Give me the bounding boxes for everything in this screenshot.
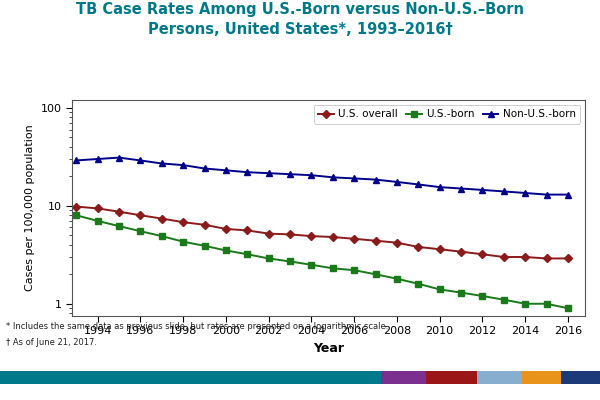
U.S. overall bbox=[543, 256, 550, 261]
U.S. overall bbox=[329, 234, 337, 239]
Non-U.S.-born bbox=[179, 163, 187, 168]
Text: † As of June 21, 2017.: † As of June 21, 2017. bbox=[6, 338, 97, 347]
U.S. overall bbox=[223, 226, 230, 231]
U.S. overall bbox=[565, 256, 572, 261]
Non-U.S.-born bbox=[265, 171, 272, 176]
U.S. overall bbox=[394, 240, 401, 245]
U.S. overall bbox=[265, 231, 272, 236]
Non-U.S.-born bbox=[350, 176, 358, 181]
Line: U.S. overall: U.S. overall bbox=[73, 204, 571, 261]
Non-U.S.-born bbox=[94, 157, 101, 162]
U.S.-born bbox=[372, 272, 379, 277]
U.S. overall bbox=[244, 228, 251, 233]
Non-U.S.-born bbox=[158, 161, 166, 166]
U.S.-born bbox=[308, 262, 315, 267]
U.S. overall bbox=[350, 236, 358, 241]
Non-U.S.-born bbox=[543, 192, 550, 197]
U.S.-born bbox=[394, 276, 401, 281]
U.S.-born bbox=[115, 224, 122, 228]
Non-U.S.-born bbox=[201, 166, 208, 171]
U.S. overall bbox=[115, 209, 122, 214]
U.S.-born bbox=[350, 268, 358, 272]
U.S. overall bbox=[286, 232, 293, 237]
Non-U.S.-born bbox=[329, 175, 337, 180]
Non-U.S.-born bbox=[73, 158, 80, 163]
U.S.-born bbox=[543, 301, 550, 306]
Y-axis label: Cases per 100,000 population: Cases per 100,000 population bbox=[25, 125, 35, 291]
U.S.-born bbox=[73, 213, 80, 218]
Non-U.S.-born bbox=[115, 155, 122, 160]
Non-U.S.-born bbox=[372, 177, 379, 182]
Non-U.S.-born bbox=[244, 170, 251, 175]
U.S. overall bbox=[179, 220, 187, 224]
U.S. overall bbox=[457, 249, 464, 254]
U.S.-born bbox=[265, 256, 272, 261]
U.S.-born bbox=[94, 218, 101, 223]
U.S.-born bbox=[565, 306, 572, 311]
Non-U.S.-born bbox=[137, 158, 144, 163]
Non-U.S.-born bbox=[500, 189, 508, 194]
Non-U.S.-born bbox=[223, 168, 230, 173]
U.S.-born bbox=[244, 252, 251, 257]
Legend: U.S. overall, U.S.-born, Non-U.S.-born: U.S. overall, U.S.-born, Non-U.S.-born bbox=[314, 105, 580, 124]
Non-U.S.-born bbox=[394, 180, 401, 184]
Non-U.S.-born bbox=[521, 190, 529, 195]
U.S.-born bbox=[286, 259, 293, 264]
U.S. overall bbox=[158, 216, 166, 221]
Text: * Includes the same data as previous slide, but rates are presented on a logarit: * Includes the same data as previous sli… bbox=[6, 322, 388, 331]
U.S. overall bbox=[479, 252, 486, 257]
U.S.-born bbox=[457, 290, 464, 295]
U.S. overall bbox=[372, 238, 379, 243]
Line: U.S.-born: U.S.-born bbox=[73, 212, 571, 311]
U.S.-born bbox=[158, 234, 166, 238]
Non-U.S.-born bbox=[436, 185, 443, 190]
U.S.-born bbox=[415, 281, 422, 286]
U.S.-born bbox=[223, 248, 230, 253]
U.S.-born bbox=[521, 301, 529, 306]
U.S. overall bbox=[308, 234, 315, 238]
U.S.-born bbox=[436, 287, 443, 292]
U.S. overall bbox=[94, 206, 101, 211]
U.S. overall bbox=[415, 244, 422, 249]
Text: TB Case Rates Among U.S.-Born versus Non-U.S.–Born: TB Case Rates Among U.S.-Born versus Non… bbox=[76, 2, 524, 17]
U.S.-born bbox=[329, 266, 337, 271]
Non-U.S.-born bbox=[308, 173, 315, 178]
U.S. overall bbox=[201, 222, 208, 227]
U.S. overall bbox=[137, 213, 144, 218]
U.S. overall bbox=[436, 247, 443, 252]
Text: Persons, United States*, 1993–2016†: Persons, United States*, 1993–2016† bbox=[148, 22, 452, 37]
X-axis label: Year: Year bbox=[313, 342, 344, 355]
U.S.-born bbox=[179, 239, 187, 244]
U.S.-born bbox=[201, 244, 208, 248]
U.S. overall bbox=[500, 254, 508, 259]
Non-U.S.-born bbox=[457, 186, 464, 191]
Non-U.S.-born bbox=[415, 182, 422, 187]
U.S.-born bbox=[479, 294, 486, 298]
U.S.-born bbox=[137, 229, 144, 234]
Line: Non-U.S.-born: Non-U.S.-born bbox=[73, 155, 571, 197]
Non-U.S.-born bbox=[479, 188, 486, 192]
U.S. overall bbox=[521, 254, 529, 259]
U.S.-born bbox=[500, 297, 508, 302]
U.S. overall bbox=[73, 204, 80, 209]
Non-U.S.-born bbox=[286, 172, 293, 176]
Non-U.S.-born bbox=[565, 192, 572, 197]
